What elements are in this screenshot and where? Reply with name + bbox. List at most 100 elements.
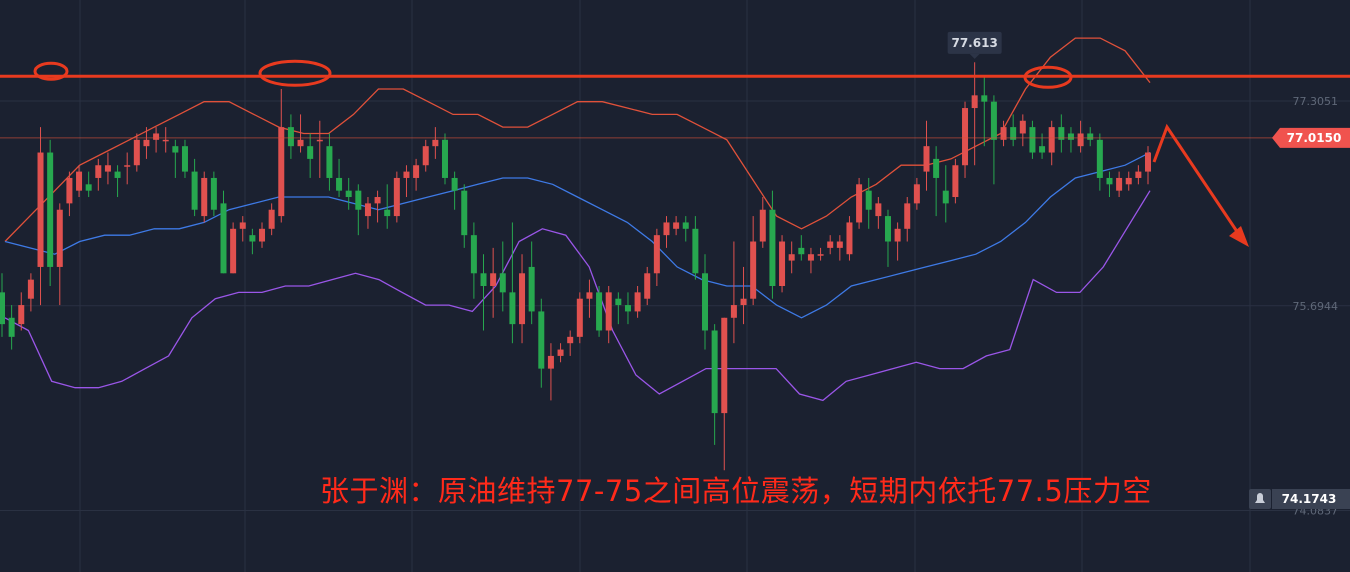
- candle-body: [85, 184, 92, 191]
- candle-53: [509, 222, 516, 344]
- candle-body: [297, 139, 304, 147]
- candle-64: [615, 292, 622, 325]
- candle-body: [913, 184, 920, 204]
- candle-34: [326, 133, 333, 191]
- candle-68: [653, 228, 660, 286]
- candle-98: [942, 165, 949, 223]
- candle-46: [441, 133, 448, 185]
- candle-body: [509, 292, 516, 325]
- candle-body: [817, 254, 824, 256]
- candle-body: [1087, 133, 1094, 140]
- candle-body: [220, 203, 227, 274]
- candle-60: [576, 292, 583, 344]
- candle-33: [316, 120, 323, 178]
- candle-body: [47, 152, 54, 267]
- candle-1: [8, 305, 15, 350]
- candle-body: [8, 317, 15, 337]
- candle-body: [441, 139, 448, 178]
- candle-body: [923, 146, 930, 172]
- candle-18: [172, 139, 179, 178]
- candle-83: [798, 235, 805, 261]
- candle-2: [18, 292, 25, 331]
- candle-106: [1019, 114, 1026, 147]
- highlight-circle-2: [1023, 65, 1073, 89]
- candle-body: [971, 95, 978, 109]
- candle-body: [27, 279, 34, 299]
- candle-body: [576, 298, 583, 337]
- candle-body: [287, 127, 294, 147]
- candle-13: [124, 152, 131, 185]
- candle-body: [519, 273, 526, 325]
- candle-body: [451, 177, 458, 191]
- candle-body: [962, 108, 969, 166]
- chart-overlays: [0, 59, 1350, 247]
- highlight-circle-1: [258, 59, 332, 87]
- candle-32: [307, 133, 314, 178]
- candle-body: [76, 171, 83, 191]
- candle-40: [384, 184, 391, 229]
- candle-63: [605, 286, 612, 344]
- candle-body: [1067, 133, 1074, 140]
- candle-77: [740, 266, 747, 325]
- candle-97: [933, 146, 940, 217]
- candle-body: [624, 305, 631, 312]
- candle-44: [422, 139, 429, 172]
- candle-88: [846, 216, 853, 261]
- candle-body: [798, 247, 805, 255]
- candle-body: [586, 292, 593, 299]
- candle-body: [557, 349, 564, 356]
- candle-78: [750, 216, 757, 306]
- candle-100: [962, 101, 969, 178]
- candle-body: [461, 190, 468, 236]
- candle-94: [904, 197, 911, 242]
- candle-body: [1077, 133, 1084, 147]
- candle-89: [856, 177, 863, 229]
- trend-arrowhead: [1229, 226, 1249, 247]
- candle-55: [528, 241, 535, 325]
- candle-74: [711, 324, 718, 445]
- candle-41: [393, 171, 400, 223]
- candle-15: [143, 127, 150, 159]
- candle-body: [846, 222, 853, 255]
- candle-105: [1010, 114, 1017, 147]
- candle-17: [162, 127, 169, 153]
- candle-body: [56, 209, 63, 267]
- candle-body: [153, 133, 160, 140]
- candle-31: [297, 114, 304, 153]
- candle-body: [1145, 152, 1151, 172]
- candle-107: [1029, 120, 1036, 159]
- candlestick-series: [0, 62, 1151, 471]
- candle-body: [856, 184, 863, 223]
- bell-icon: [1255, 493, 1265, 504]
- candle-43: [413, 158, 420, 191]
- candle-21: [201, 171, 208, 223]
- candle-body: [499, 273, 506, 293]
- candle-body: [345, 190, 352, 198]
- candle-body: [538, 311, 545, 369]
- candle-65: [624, 292, 631, 325]
- candle-body: [316, 139, 323, 142]
- candle-101: [971, 62, 978, 166]
- candle-49: [470, 222, 477, 299]
- candle-body: [875, 203, 882, 217]
- candle-102: [981, 76, 988, 147]
- candle-body: [201, 177, 208, 217]
- candle-body: [740, 298, 747, 306]
- candle-body: [336, 177, 343, 191]
- candle-5: [47, 139, 54, 286]
- candle-10: [95, 158, 102, 191]
- candle-26: [249, 228, 256, 255]
- candle-109: [1048, 120, 1055, 166]
- candle-67: [644, 266, 651, 306]
- candle-body: [413, 165, 420, 178]
- candle-118: [1135, 165, 1142, 185]
- candle-body: [730, 305, 737, 318]
- candle-body: [952, 165, 959, 198]
- candle-body: [990, 101, 997, 140]
- candle-22: [210, 171, 217, 217]
- candle-30: [287, 114, 294, 159]
- candle-23: [220, 190, 227, 274]
- candle-body: [124, 165, 131, 167]
